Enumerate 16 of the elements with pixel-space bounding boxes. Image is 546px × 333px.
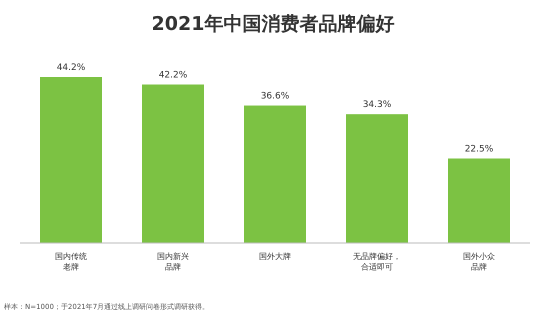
- data-label: 22.5%: [464, 144, 494, 154]
- x-tick-label: 国外大牌: [259, 252, 291, 261]
- bar: [448, 158, 510, 243]
- data-label: 42.2%: [158, 70, 188, 81]
- chart-title: 2021年中国消费者品牌偏好: [152, 13, 394, 35]
- x-tick-label: 国外小众品牌: [463, 252, 495, 272]
- bar: [346, 114, 408, 243]
- data-label: 34.3%: [362, 100, 392, 110]
- data-label: 36.6%: [260, 92, 290, 102]
- x-tick-label: 国内新兴品牌: [157, 252, 189, 272]
- bar: [142, 84, 204, 243]
- x-tick-label: 国内传统老牌: [55, 252, 87, 272]
- bar: [40, 77, 102, 243]
- data-label: 44.2%: [56, 63, 86, 73]
- bar: [244, 106, 306, 243]
- x-tick-label: 无品牌偏好，合适即可: [353, 252, 401, 272]
